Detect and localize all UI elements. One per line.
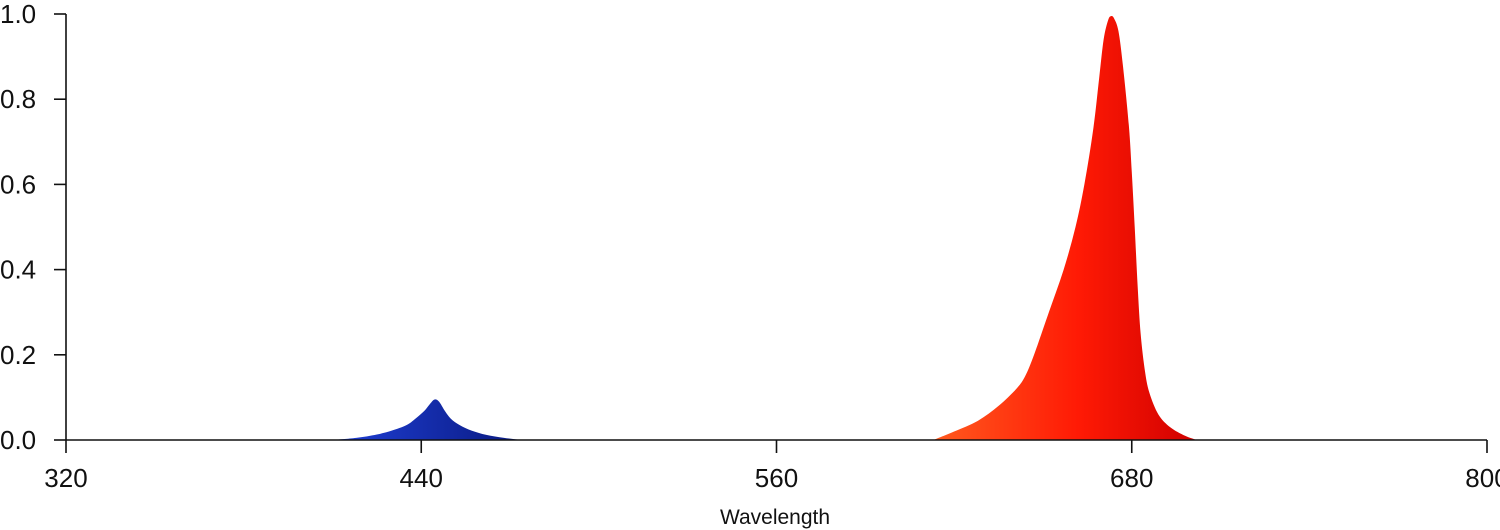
red-peak-area [933, 15, 1197, 440]
y-tick-label: 0.8 [0, 84, 36, 114]
y-tick-label: 0.2 [0, 340, 36, 370]
y-tick-label: 0.4 [0, 255, 36, 285]
y-tick-label: 1.0 [0, 0, 36, 29]
y-tick-label: 0.6 [0, 169, 36, 199]
x-tick-label: 800 [1465, 463, 1500, 493]
x-tick-label: 440 [400, 463, 443, 493]
series-areas [332, 15, 1197, 440]
x-tick-label: 680 [1110, 463, 1153, 493]
y-tick-label: 0.0 [0, 425, 36, 455]
x-axis-title: Wavelength [720, 506, 830, 529]
blue-peak-area [332, 399, 522, 440]
x-tick-label: 320 [44, 463, 87, 493]
x-tick-label: 560 [755, 463, 798, 493]
y-axis-ticks: 0.0 0.2 0.4 0.6 0.8 1.0 [0, 0, 66, 455]
x-axis-ticks: 320 440 560 680 800 [44, 440, 1500, 493]
